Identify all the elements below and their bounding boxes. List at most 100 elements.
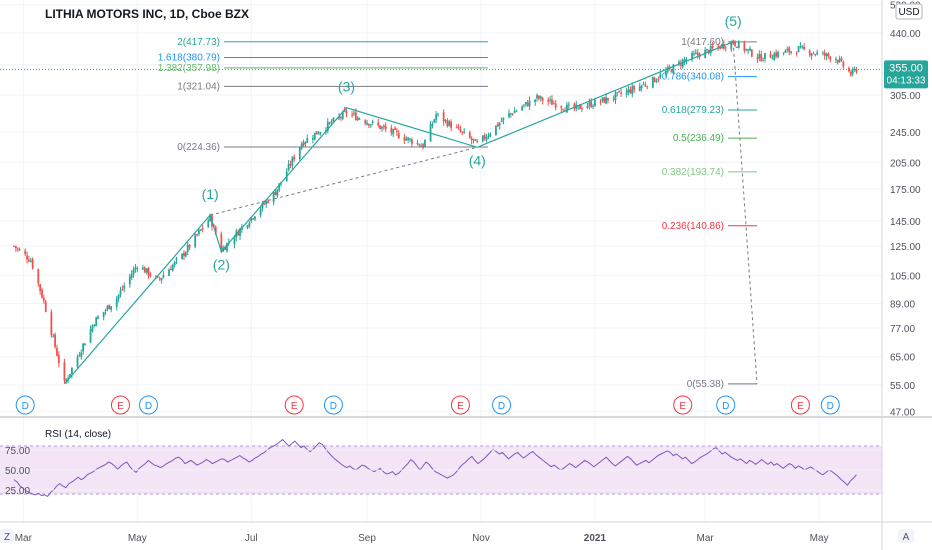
candle-body <box>498 123 501 126</box>
candle-body <box>448 121 451 126</box>
candle-body <box>547 99 550 102</box>
candle-body <box>431 123 434 126</box>
candle-body <box>410 139 413 144</box>
candle-body <box>756 57 759 60</box>
price-grid <box>0 0 882 522</box>
candle-body <box>836 60 839 63</box>
candle-body <box>657 79 660 81</box>
candle-body <box>345 110 348 114</box>
dividend-marker[interactable] <box>820 395 840 415</box>
candle-body <box>463 131 466 133</box>
event-label: E <box>291 401 298 412</box>
candle-body <box>368 123 370 126</box>
candle-body <box>803 46 806 50</box>
elliott-wave[interactable]: (1) (2) (3) (4) (5) <box>63 13 742 385</box>
candle-body <box>653 77 656 83</box>
candle-body <box>82 343 85 352</box>
candle-body <box>749 48 751 51</box>
candle-body <box>102 311 105 317</box>
candle-body <box>592 106 594 108</box>
timezone-button[interactable]: Z <box>0 529 14 543</box>
candle-body <box>302 142 305 146</box>
candle-body <box>758 54 761 59</box>
auto-scale-button[interactable]: A <box>898 529 914 543</box>
candle-body <box>489 133 492 137</box>
dividend-marker[interactable] <box>323 395 343 415</box>
candle-body <box>691 52 693 59</box>
candle-body <box>358 118 361 120</box>
candle-body <box>724 47 727 49</box>
candle-body <box>121 289 124 291</box>
candle-body <box>734 41 736 46</box>
candle-body <box>263 203 266 205</box>
price-tick-label: 305.00 <box>890 91 921 102</box>
candle-body <box>29 260 32 262</box>
candle-body <box>254 216 256 220</box>
candle-body <box>78 355 81 357</box>
candle-body <box>330 121 333 123</box>
fib-ret-label: 0.382(193.74) <box>662 167 724 178</box>
candle-body <box>470 138 473 141</box>
candle-body <box>351 114 354 116</box>
candle-body <box>599 101 602 103</box>
rsi-label: RSI (14, close) <box>45 429 111 440</box>
candle-body <box>366 122 368 125</box>
dividend-marker[interactable] <box>716 395 736 415</box>
dividend-marker[interactable] <box>492 395 512 415</box>
rsi-tick-label: 75.00 <box>5 446 30 457</box>
time-tick-label: Nov <box>472 533 490 544</box>
dividend-marker[interactable] <box>15 395 35 415</box>
candle-body <box>175 258 178 261</box>
candle-body <box>403 137 406 141</box>
fib-extension[interactable]: 2(417.73) 1.618(380.79)1.382(357.98) 1(321… <box>158 37 488 216</box>
candle-body <box>666 67 669 72</box>
candle-body <box>521 106 523 111</box>
candle-body <box>444 119 447 121</box>
candle-body <box>381 126 383 129</box>
rsi-axis: 75.00 50.00 25.00 <box>0 446 882 497</box>
candle-body <box>311 138 314 140</box>
candle-body <box>424 140 426 147</box>
earnings-marker[interactable] <box>790 395 810 415</box>
candle-body <box>848 67 850 72</box>
time-tick-label: Mar <box>697 533 715 544</box>
fib-ext-label: 1.618(380.79) <box>158 52 220 63</box>
candle-body <box>554 103 557 108</box>
candle-body <box>683 59 686 62</box>
auto-scale-label: A <box>903 532 910 543</box>
earnings-marker[interactable] <box>450 395 470 415</box>
earnings-marker[interactable] <box>284 395 304 415</box>
earnings-marker[interactable] <box>673 395 693 415</box>
candle-body <box>181 253 184 259</box>
candle-body <box>655 80 658 82</box>
candle-body <box>119 290 122 295</box>
fib-ext-label: 1.382(357.98) <box>158 63 220 74</box>
rsi-panel[interactable]: RSI (14, close) <box>0 429 882 498</box>
candle-body <box>31 259 34 269</box>
dividend-marker[interactable] <box>138 395 158 415</box>
candle-body <box>717 46 720 48</box>
candle-body <box>618 91 621 93</box>
candle-body <box>459 129 462 132</box>
candle-body <box>173 261 176 266</box>
candle-body <box>132 269 135 275</box>
candle-body <box>95 317 98 327</box>
candle-body <box>590 101 593 108</box>
fib-retracement[interactable]: 1(417.60) 0.786(340.08) 0.618(279.23) 0.5(2… <box>662 37 758 390</box>
candle-body <box>226 243 228 252</box>
candle-body <box>629 89 632 93</box>
currency-badge[interactable]: USD <box>895 3 923 20</box>
candle-body <box>117 294 120 299</box>
candle-body <box>549 99 552 101</box>
earnings-marker[interactable] <box>110 395 130 415</box>
candle-body <box>528 100 531 107</box>
candle-body <box>384 126 387 129</box>
candle-body <box>775 52 778 57</box>
fib-ret-label: 0(55.38) <box>687 379 724 390</box>
candle-body <box>128 276 131 285</box>
candle-body <box>156 276 159 278</box>
time-axis[interactable]: Mar May Jul Sep Nov 2021 Mar May <box>15 533 829 544</box>
candle-body <box>631 86 634 94</box>
wave-label: (3) <box>338 79 355 95</box>
